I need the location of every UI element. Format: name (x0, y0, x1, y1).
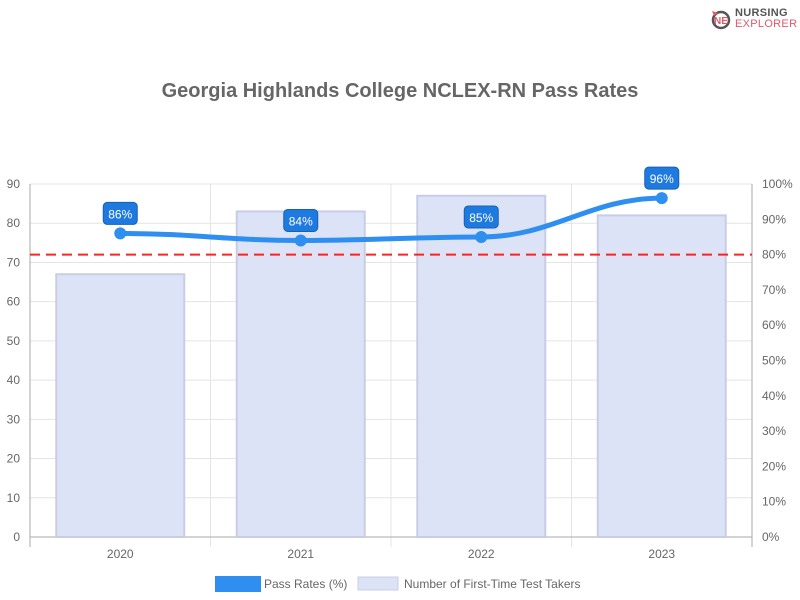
pass-rate-line (120, 195, 662, 243)
bar (596, 214, 727, 538)
right-tick-label: 20% (762, 459, 786, 473)
left-tick-label: 40 (7, 373, 21, 387)
right-tick-label: 40% (762, 389, 786, 403)
bar (416, 194, 547, 538)
right-tick-label: 70% (762, 283, 786, 297)
data-label-box (463, 205, 499, 229)
data-label-box (283, 208, 319, 232)
x-tick-label: 2020 (107, 547, 134, 561)
right-tick-label: 10% (762, 495, 786, 509)
x-tick-label: 2021 (287, 547, 314, 561)
left-tick-label: 10 (7, 491, 21, 505)
left-tick-label: 30 (7, 412, 21, 426)
data-label-box (102, 201, 138, 225)
pass-rate-point (114, 227, 127, 240)
legend-swatch-pass-rates (215, 576, 261, 592)
right-tick-label: 0% (762, 530, 780, 544)
left-tick-label: 90 (7, 177, 21, 191)
left-tick-label: 80 (7, 216, 21, 230)
right-tick-label: 60% (762, 318, 786, 332)
left-tick-label: 70 (7, 255, 21, 269)
left-tick-label: 50 (7, 334, 21, 348)
pass-rate-point (475, 230, 488, 243)
right-tick-label: 100% (762, 177, 793, 191)
left-tick-label: 20 (7, 452, 21, 466)
left-tick-label: 60 (7, 295, 21, 309)
right-tick-label: 90% (762, 212, 786, 226)
chart-title: Georgia Highlands College NCLEX-RN Pass … (161, 80, 639, 102)
left-tick-label: 0 (13, 530, 20, 544)
x-tick-label: 2023 (648, 547, 675, 561)
legend-label-pass-rates: Pass Rates (%) (264, 577, 347, 591)
x-tick-label: 2022 (468, 547, 495, 561)
data-label: 84% (289, 214, 313, 228)
right-tick-label: 30% (762, 424, 786, 438)
pass-rate-point (655, 192, 668, 205)
logo-line1: NURSING (735, 7, 788, 19)
data-label-box (644, 166, 680, 190)
bar (235, 210, 366, 538)
data-label: 85% (469, 211, 493, 225)
nursing-explorer-logo: NE NURSING EXPLORER (710, 8, 797, 30)
logo-icon: NE (711, 10, 731, 30)
legend-swatch-test-takers (357, 576, 399, 591)
data-label: 86% (108, 207, 132, 221)
legend-label-test-takers: Number of First-Time Test Takers (404, 577, 580, 591)
pass-rate-point (294, 234, 307, 247)
right-tick-label: 50% (762, 354, 786, 368)
svg-text:NE: NE (714, 16, 728, 27)
bar (55, 273, 186, 538)
right-tick-label: 80% (762, 248, 786, 262)
data-label: 96% (650, 172, 674, 186)
logo-line2: EXPLORER (735, 18, 798, 30)
